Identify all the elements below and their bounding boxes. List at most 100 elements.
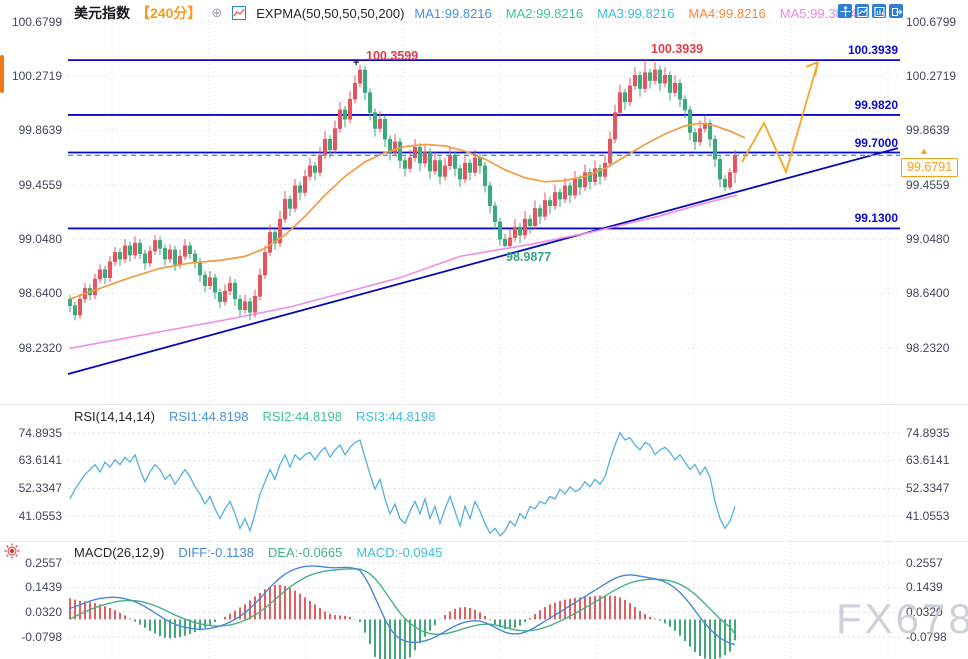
candle: [262, 252, 268, 276]
candle: [172, 249, 178, 265]
candle: [362, 69, 368, 93]
panel-separator: [0, 404, 968, 405]
macd-axis-tick-left: 0.1439: [25, 580, 62, 595]
candle: [442, 165, 448, 177]
candle: [102, 269, 108, 278]
candle: [382, 118, 388, 140]
macd-legend: DIFF:-0.1138 DEA:-0.0665 MACD:-0.0945: [178, 545, 442, 560]
left-scrollbar-thumb[interactable]: [0, 55, 4, 93]
candle: [437, 160, 443, 177]
macd-axis-tick-left: 0.2557: [25, 555, 62, 570]
candle: [282, 198, 288, 220]
candle: [597, 168, 603, 177]
price-axis-tick-left: 100.6799: [11, 14, 62, 29]
candle: [247, 301, 253, 313]
candle: [557, 192, 563, 200]
macd-legend-item-1: DIFF:-0.1138: [178, 545, 254, 560]
candle: [137, 242, 143, 254]
timeframe-label[interactable]: 【240分】: [136, 5, 202, 21]
price-axis-tick-left: 98.6400: [18, 286, 62, 301]
candle: [92, 278, 98, 296]
macd-axis-tick-right: 0.1439: [906, 580, 943, 595]
candle: [577, 178, 583, 188]
indicator-settings-icon[interactable]: [4, 543, 20, 559]
watermark: FX678: [836, 595, 968, 642]
candle: [377, 118, 383, 129]
candle: [217, 292, 223, 302]
candle: [612, 112, 618, 140]
macd-axis-tick-right: 0.0320: [906, 604, 943, 619]
candle: [697, 128, 703, 143]
indicator-legend-icon[interactable]: [232, 6, 247, 20]
price-axis-tick-left: 99.8639: [18, 123, 62, 138]
candle: [702, 122, 708, 129]
price-axis-tick-right: 99.4559: [906, 177, 950, 192]
rsi-axis-tick-left: 52.3347: [18, 480, 62, 495]
main-chart-header: 美元指数 【240分】 ⊕ EXPMA(50,50,50,50,200) MA1…: [74, 3, 857, 23]
macd-axis-tick-right: -0.0798: [906, 629, 947, 644]
candle: [237, 298, 243, 310]
candle: [717, 158, 723, 180]
candle: [227, 282, 233, 292]
indicator-name: EXPMA(50,50,50,50,200): [256, 5, 405, 21]
candle: [162, 248, 168, 260]
exit-panel-icon[interactable]: [889, 4, 903, 18]
candle: [457, 168, 463, 180]
chart-line-panel-icon[interactable]: [855, 4, 869, 18]
price-up-arrow-icon: ▲: [919, 146, 929, 157]
price-axis-tick-right: 98.2320: [906, 340, 950, 355]
candle: [322, 138, 328, 156]
symbol-title: 美元指数: [74, 5, 130, 21]
candle: [682, 98, 688, 111]
candle: [252, 296, 258, 313]
candle: [277, 218, 283, 244]
candle: [507, 237, 513, 246]
candle: [607, 138, 613, 164]
level-price-label: 100.3939: [847, 43, 898, 58]
candle: [127, 245, 133, 256]
rsi-legend-item-2: RSI2:44.8198: [262, 409, 342, 424]
candle: [527, 218, 533, 227]
price-axis-tick-left: 99.4559: [18, 177, 62, 192]
rsi-panel-header: RSI(14,14,14) RSI1:44.8198 RSI2:44.8198 RS…: [74, 409, 435, 424]
candle: [642, 72, 648, 89]
candle: [532, 208, 538, 227]
candle: [192, 253, 198, 262]
candle: [432, 160, 438, 172]
candle: [167, 249, 173, 260]
crosshair-icon[interactable]: [838, 4, 852, 18]
peak-cross-marker: +: [353, 57, 360, 69]
ma-legend-item-4: MA4:99.8216: [688, 5, 766, 21]
candle: [677, 82, 683, 100]
candle: [67, 298, 73, 306]
price-axis-tick-left: 100.2719: [11, 68, 62, 83]
price-axis-tick-right: 99.0480: [906, 231, 950, 246]
candle: [667, 75, 673, 93]
level-price-label: 99.1300: [854, 211, 898, 226]
candle: [712, 138, 718, 160]
candle: [112, 252, 118, 262]
candle: [397, 141, 403, 161]
candle: [142, 253, 148, 264]
add-compare-icon[interactable]: ⊕: [211, 5, 223, 20]
macd-legend-item-2: DEA:-0.0665: [267, 545, 343, 560]
candle: [632, 75, 638, 87]
candle: [492, 205, 498, 223]
panel-separator: [0, 541, 968, 542]
candle: [547, 200, 553, 207]
candle: [132, 242, 138, 256]
price-axis-tick-right: 99.8639: [906, 123, 950, 138]
candle: [97, 269, 103, 280]
candle: [257, 274, 263, 297]
candle: [477, 157, 483, 167]
candle: [502, 238, 508, 246]
candle: [207, 277, 213, 286]
candle: [657, 69, 663, 84]
candle: [462, 162, 468, 180]
rsi-legend: RSI1:44.8198 RSI2:44.8198 RSI3:44.8198: [169, 409, 436, 424]
candle: [312, 165, 318, 173]
chart-bars-panel-icon[interactable]: [872, 4, 886, 18]
candle: [332, 128, 338, 151]
